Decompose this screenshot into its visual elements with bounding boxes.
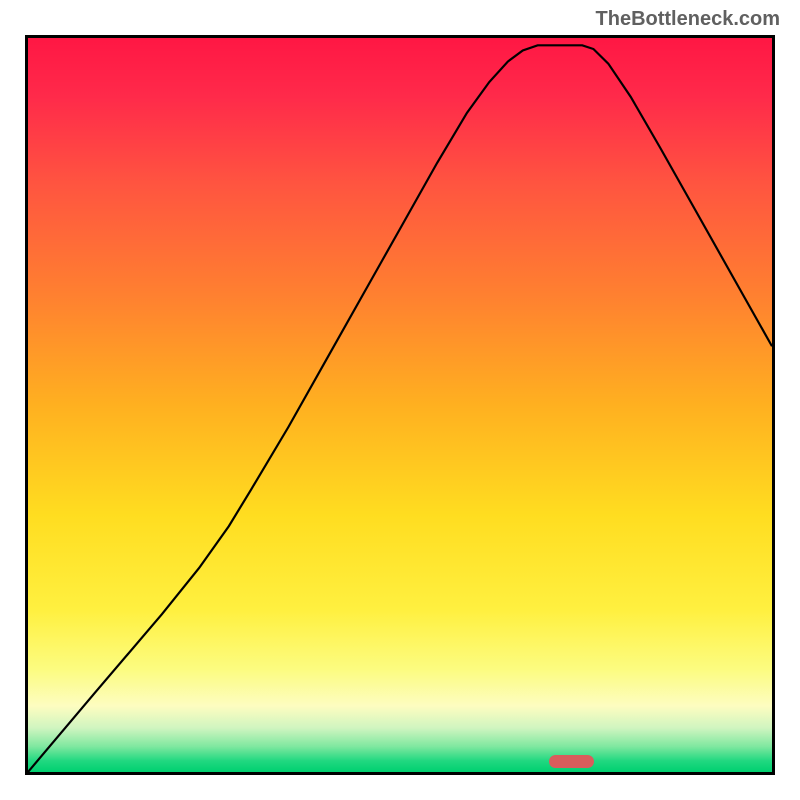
plot-area bbox=[25, 35, 775, 775]
optimal-range-marker bbox=[549, 755, 594, 768]
bottleneck-curve bbox=[28, 38, 772, 772]
chart-container: TheBottleneck.com bbox=[0, 0, 800, 800]
watermark-text: TheBottleneck.com bbox=[596, 8, 780, 31]
